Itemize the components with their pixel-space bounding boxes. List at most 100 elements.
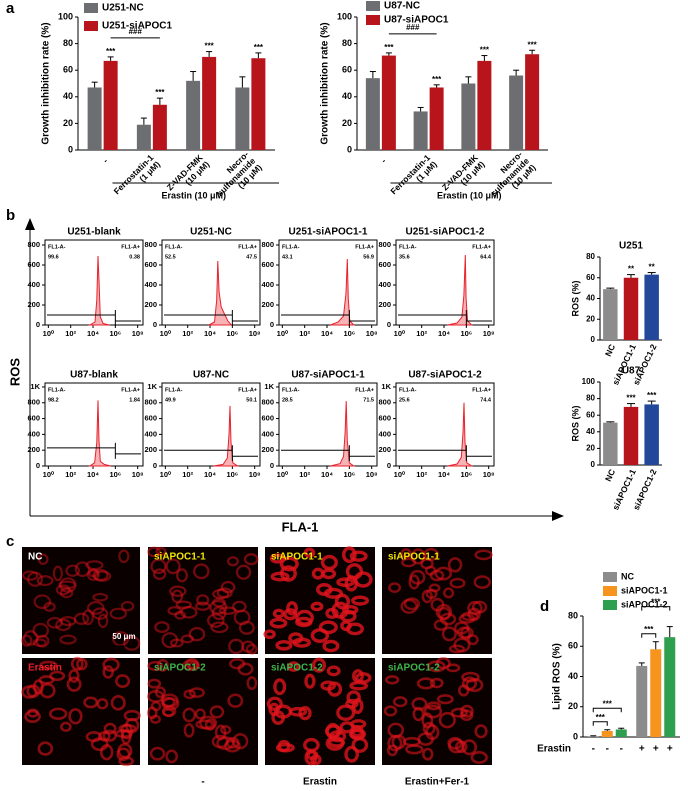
x-tick-label: 10⁶ xyxy=(226,470,238,479)
y-tick-label: 200 xyxy=(144,445,157,454)
legend-label: U251-NC xyxy=(102,3,144,14)
significance: *** xyxy=(204,42,214,51)
cell xyxy=(241,640,255,653)
x-tick-label: 10⁰ xyxy=(43,329,55,338)
cell xyxy=(183,723,195,738)
cell xyxy=(344,745,359,763)
significance: *** xyxy=(106,47,116,56)
gate-value: 1.84 xyxy=(129,397,141,403)
y-tick-label: 200 xyxy=(261,300,274,309)
x-tick-label: 10⁶ xyxy=(460,470,472,479)
cell xyxy=(405,744,424,755)
cell xyxy=(266,696,283,711)
y-tick-label: 1K xyxy=(147,382,157,391)
y-tick-label: 20 xyxy=(568,701,578,711)
cell xyxy=(416,677,436,690)
panel-label: siAPOC1-1 xyxy=(388,552,440,563)
chart-title: U87-siAPOC1-2 xyxy=(408,370,482,381)
cell xyxy=(73,612,90,625)
cell xyxy=(273,678,287,696)
cell xyxy=(21,570,39,581)
bar xyxy=(87,87,102,150)
cell xyxy=(147,660,164,671)
gate-name: FL1-A+ xyxy=(121,387,140,393)
cell xyxy=(194,708,206,720)
legend-label: NC xyxy=(621,571,634,581)
panel-label: siAPOC1-1 xyxy=(154,552,206,563)
x-tick-label: 10⁶ xyxy=(343,329,355,338)
y-tick-label: 40 xyxy=(586,294,595,303)
panel-label: c xyxy=(6,533,14,550)
cell xyxy=(55,618,72,632)
cell xyxy=(274,704,293,719)
cell xyxy=(443,587,455,599)
cell xyxy=(180,634,194,644)
legend-label: siAPOC1-1 xyxy=(621,585,668,595)
y-tick-label: 0 xyxy=(573,731,578,741)
cell xyxy=(226,556,239,567)
cell xyxy=(245,643,258,655)
y-tick-label: 200 xyxy=(144,300,157,309)
gate-value: 64.4 xyxy=(480,254,492,260)
y-tick-label: 80 xyxy=(586,394,595,403)
significance: ** xyxy=(628,265,635,274)
cell xyxy=(232,733,249,750)
x-tick-label: - xyxy=(592,744,595,755)
significance: *** xyxy=(432,75,442,84)
cell xyxy=(48,707,68,720)
bar xyxy=(251,58,266,151)
y-tick-label: 800 xyxy=(27,240,40,249)
cell xyxy=(169,585,187,597)
cell xyxy=(232,600,247,613)
cell xyxy=(385,675,400,685)
cell xyxy=(147,546,161,558)
bar xyxy=(587,736,599,737)
cell xyxy=(275,639,293,651)
cell xyxy=(277,739,291,753)
cells xyxy=(263,546,373,653)
x-tick-label: 10² xyxy=(182,470,193,479)
bar xyxy=(644,404,659,465)
cell xyxy=(180,605,198,619)
bracket xyxy=(592,721,608,726)
cell xyxy=(152,568,167,580)
cell xyxy=(288,632,304,645)
cell xyxy=(188,626,206,642)
cell xyxy=(165,749,179,764)
x-tick-label: NC xyxy=(603,343,617,358)
y-tick-label: 200 xyxy=(378,300,391,309)
y-tick-label: 80 xyxy=(63,38,73,48)
gate-name: FL1-A+ xyxy=(355,387,374,393)
chart-title: U87-NC xyxy=(193,370,229,381)
plot-frame xyxy=(44,239,144,326)
cells xyxy=(21,656,141,767)
y-tick-label: 800 xyxy=(144,398,157,407)
cell xyxy=(149,714,161,724)
cell xyxy=(115,674,131,688)
axis-title: ROS xyxy=(7,358,22,387)
panel-label: d xyxy=(540,598,549,615)
gate-name: FL1-A+ xyxy=(238,244,257,250)
cell xyxy=(326,665,341,677)
cells xyxy=(147,546,259,655)
cell xyxy=(392,696,408,708)
cell xyxy=(270,571,290,582)
gate-name: FL1-A- xyxy=(48,387,66,393)
gate-value: 74.4 xyxy=(480,397,492,403)
y-tick-label: 40 xyxy=(63,91,73,101)
y-tick-label: 0 xyxy=(591,460,596,469)
chart-title: U251 xyxy=(619,241,643,252)
x-tick-label: + xyxy=(639,744,645,755)
bar xyxy=(650,649,662,737)
cell xyxy=(39,682,56,699)
significance: *** xyxy=(384,43,394,52)
cell xyxy=(150,558,167,575)
y-axis-title: Growth inhibition rate (%) xyxy=(41,22,52,144)
cell xyxy=(59,587,74,599)
axis-title: FLA-1 xyxy=(282,519,319,534)
cell xyxy=(320,554,338,571)
panel-label: siAPOC1-2 xyxy=(271,663,323,674)
cell xyxy=(470,750,488,764)
gate-name: FL1-A- xyxy=(282,387,300,393)
